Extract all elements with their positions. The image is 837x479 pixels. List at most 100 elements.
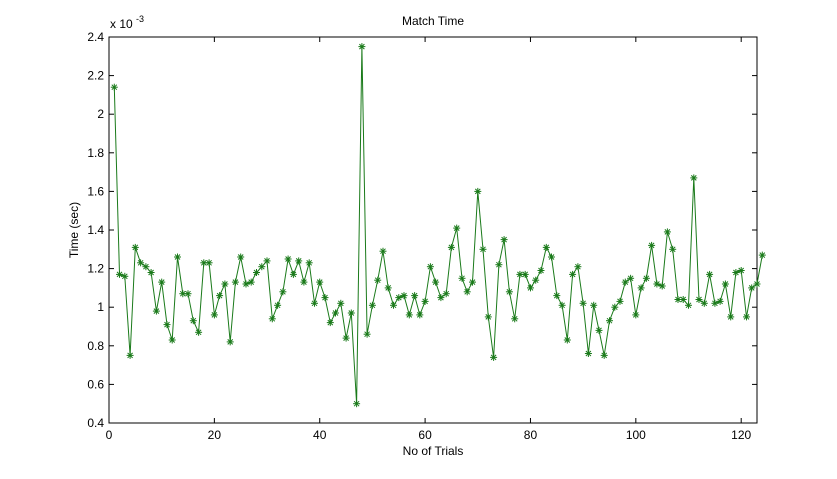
data-point-marker: [226, 338, 234, 346]
data-point-marker: [321, 294, 329, 302]
x-tick-label: 60: [418, 428, 432, 442]
data-point-marker: [284, 255, 292, 263]
data-point-marker: [174, 253, 181, 261]
data-point-marker: [611, 303, 619, 311]
y-multiplier-label: x 10 -3: [110, 14, 144, 31]
data-point-marker: [142, 263, 150, 271]
data-point-marker: [527, 284, 534, 292]
data-point-marker: [337, 299, 345, 307]
data-point-marker: [379, 247, 387, 255]
data-point-marker: [237, 253, 245, 261]
data-point-marker: [184, 290, 192, 298]
data-point-marker: [126, 351, 134, 359]
data-point-marker: [110, 83, 118, 91]
data-point-marker: [116, 270, 123, 278]
data-point-marker: [669, 245, 677, 253]
x-tick-label: 40: [313, 428, 327, 442]
y-tick-label: 2.4: [87, 30, 104, 44]
data-point-marker: [158, 278, 166, 286]
data-point-marker: [253, 269, 260, 276]
data-point-marker: [753, 280, 761, 288]
data-point-marker: [416, 311, 424, 319]
data-point-marker: [490, 353, 498, 361]
data-point-marker: [179, 290, 187, 298]
data-point-marker: [690, 174, 698, 182]
data-point-marker: [685, 301, 692, 309]
data-point-marker: [716, 297, 724, 305]
data-point-marker: [400, 292, 408, 300]
data-point-marker: [563, 336, 571, 344]
data-point-marker: [663, 228, 671, 236]
data-point-marker: [600, 351, 608, 359]
data-point-marker: [453, 224, 461, 232]
data-point-marker: [642, 274, 650, 282]
data-point-marker: [258, 263, 266, 271]
axes-ticks: 0 20 40 60 80 100 120 0.4 0.6 0.8 1 1.2 1.4 1.6 1.8 2 2.…: [87, 30, 757, 442]
data-point-marker: [305, 259, 313, 267]
data-point-marker: [758, 251, 766, 259]
chart-title: Match Time: [402, 14, 464, 28]
series-line: [113, 46, 763, 404]
x-tick-label: 100: [626, 428, 646, 442]
x-axis-label: No of Trials: [403, 444, 464, 458]
data-point-marker: [595, 326, 603, 334]
data-point-marker: [342, 334, 350, 342]
data-point-marker: [347, 309, 355, 317]
x-tick-label: 120: [731, 428, 751, 442]
data-point-marker: [332, 309, 339, 317]
x-tick-label: 80: [524, 428, 538, 442]
data-point-marker: [216, 292, 224, 300]
data-point-marker: [221, 280, 229, 288]
data-point-marker: [627, 274, 635, 282]
y-tick-label: 0.6: [87, 377, 104, 391]
data-point-marker: [131, 243, 139, 251]
data-point-marker: [279, 288, 287, 296]
data-point-marker: [679, 296, 687, 303]
data-series: [110, 43, 766, 408]
y-tick-label: 1.8: [87, 146, 104, 160]
data-point-marker: [432, 278, 440, 286]
data-point-marker: [242, 280, 250, 288]
data-point-marker: [268, 315, 276, 323]
data-point-marker: [621, 278, 629, 286]
data-point-marker: [590, 301, 598, 309]
y-tick-label: 0.8: [87, 339, 104, 353]
data-point-marker: [695, 296, 703, 303]
data-point-marker: [231, 278, 239, 286]
data-point-marker: [700, 299, 708, 307]
y-tick-label: 1.4: [87, 223, 104, 237]
plot-area: [108, 36, 758, 424]
data-point-marker: [553, 292, 561, 300]
data-point-marker: [368, 301, 376, 309]
data-point-marker: [516, 270, 524, 278]
data-point-marker: [390, 301, 397, 309]
data-point-marker: [542, 243, 550, 251]
data-point-marker: [395, 294, 403, 302]
y-tick-label: 2.2: [87, 69, 104, 83]
data-point-marker: [637, 284, 645, 292]
data-point-marker: [743, 313, 750, 321]
data-point-marker: [405, 311, 413, 319]
data-point-marker: [479, 245, 487, 253]
y-tick-label: 1.6: [87, 184, 104, 198]
data-point-marker: [505, 288, 513, 296]
data-point-marker: [484, 313, 492, 321]
data-point-marker: [358, 43, 366, 51]
y-tick-label: 2: [97, 107, 104, 121]
y-multiplier-exponent: -3: [136, 14, 144, 24]
data-point-marker: [311, 299, 318, 307]
data-point-marker: [532, 276, 540, 284]
data-point-marker: [316, 278, 324, 286]
data-point-marker: [295, 257, 303, 265]
data-point-marker: [732, 269, 740, 276]
data-point-marker: [495, 261, 503, 269]
data-point-marker: [569, 270, 577, 278]
data-point-marker: [748, 284, 756, 292]
x-tick-label: 20: [208, 428, 222, 442]
data-point-marker: [289, 270, 297, 278]
data-point-marker: [426, 263, 434, 271]
y-multiplier-base: x 10: [110, 17, 133, 31]
data-point-marker: [737, 267, 745, 274]
